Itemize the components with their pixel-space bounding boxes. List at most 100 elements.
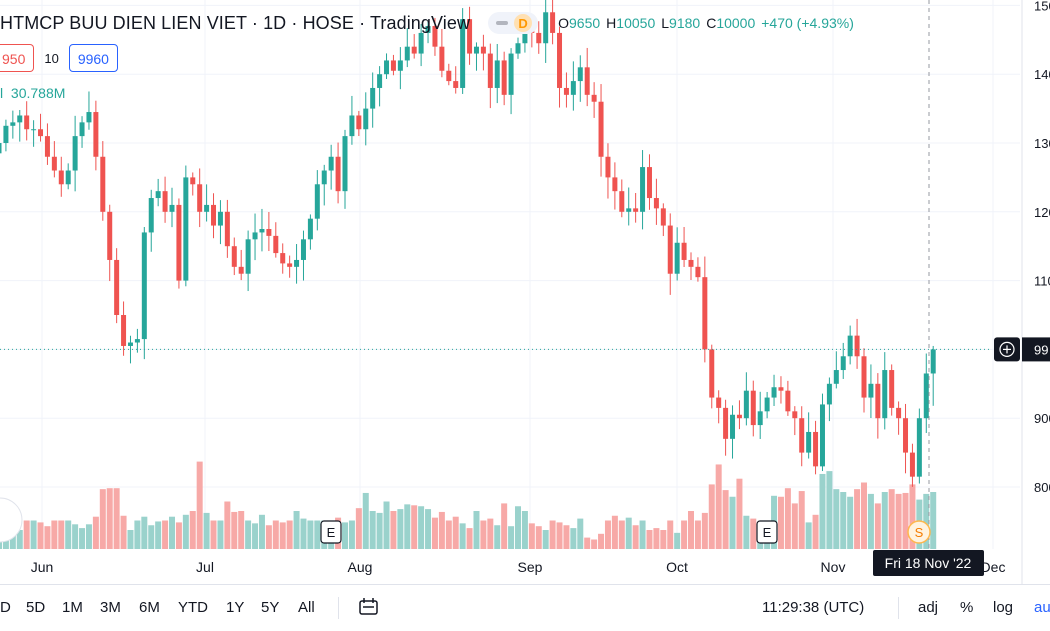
volume-bar [847,496,854,549]
utc-clock[interactable]: 11:29:38 (UTC) [762,599,865,616]
candle-body [425,26,431,33]
delay-badge[interactable]: D [488,12,539,34]
candle-body [300,239,306,260]
volume-bar [383,501,390,549]
calendar-range-icon[interactable] [358,597,380,617]
timeframe-all[interactable]: All [298,599,315,616]
volume-bar [604,520,611,549]
toolbar-divider [898,597,899,619]
buy-price-button[interactable]: 9960 [68,44,118,72]
chart-title: HTMCP BUU DIEN LIEN VIET · 1D · HOSE · T… [0,12,471,33]
timeframe-6m[interactable]: 6M [139,599,160,616]
volume-bar [854,489,861,549]
candle-body [550,12,556,33]
price-chart[interactable]: 150 140 130 120 110 900 800 99 Jun Jul Aug Sep Oct N… [0,0,1050,584]
timeframe-ytd[interactable]: YTD [178,599,208,616]
volume-bar [895,493,902,549]
month-label: Jun [31,559,54,575]
log-toggle[interactable]: log [993,599,1014,616]
volume-bar [812,514,819,549]
volume-bar [238,511,245,549]
timeframe-5y[interactable]: 5Y [261,599,280,616]
timeframe-3m[interactable]: 3M [100,599,121,616]
candle-body [10,122,16,126]
candle-body [65,170,71,185]
ohlc-value: +470 (+4.93%) [761,15,854,31]
volume-bar [425,509,432,549]
month-label: Nov [821,559,846,575]
auto-toggle[interactable]: au [1034,599,1050,616]
timeframe-1y[interactable]: 1Y [226,599,245,616]
candle-body [861,356,867,398]
candle-body [750,390,756,426]
percent-toggle[interactable]: % [960,599,974,616]
timeframe-1m[interactable]: 1M [62,599,83,616]
candle-body [176,204,182,281]
volume-bar [127,530,134,549]
ohlc-value: 9650 [569,15,601,31]
candle-body [847,335,853,357]
candle-body [799,418,805,453]
adj-toggle[interactable]: adj [918,599,939,616]
volume-bar [72,524,79,549]
candle-body [819,404,825,467]
candle-body [446,70,452,82]
candle-body [79,122,85,137]
price-tick-label: 150 [1034,0,1050,13]
volume-bar [459,523,466,549]
volume-bar [203,512,210,549]
volume-bar [750,518,757,549]
candle-body [875,383,881,419]
volume-bar [148,525,155,549]
tradingview-logo-icon [0,497,23,543]
candle-body [660,208,666,226]
volume-bar [515,506,521,549]
volume-bar [162,520,169,549]
candle-body [245,239,251,274]
volume-bar [369,511,376,549]
candle-body [287,263,293,267]
plus-circle-icon [999,341,1015,357]
sell-price-button[interactable]: 950 [0,44,35,72]
volume-bar [791,503,798,549]
candle-body [473,46,479,54]
candle-body [439,46,445,71]
volume-bar [611,515,618,549]
ohlc-item: O9650 [558,15,600,31]
candle-body [764,397,770,412]
candle-body [591,94,597,102]
volume-bar [570,528,577,549]
candle-body [404,46,410,61]
timeframe-5d[interactable]: 5D [26,599,46,616]
volume-bar [736,478,743,549]
candle-body [882,370,888,419]
volume-bar [342,522,348,549]
current-price-label: 99 [1034,342,1048,357]
candle-body [183,177,189,281]
candle-body [307,218,313,240]
volume-bar [418,506,425,549]
volume-legend: l 30.788M [0,85,65,101]
candle-body [570,81,576,95]
earnings-marker-label: E [763,525,772,540]
volume-bar [487,518,494,549]
candle-body [688,259,694,267]
ohlc-key: L [661,15,670,31]
volume-bar [431,517,438,549]
volume-bar [175,522,182,549]
volume-bar [660,530,667,549]
candle-body [356,115,362,130]
volume-bar [563,525,570,549]
volume-bar [833,489,840,549]
candle-body [557,32,563,88]
volume-bar [23,520,30,549]
volume-bar [805,522,812,549]
candle-body [743,390,749,419]
volume-bar [639,520,646,549]
volume-bar [58,520,65,549]
candle-body [646,167,652,199]
candle-body [487,53,493,88]
candle-body [806,431,812,453]
timeframe-d[interactable]: D [0,599,11,616]
candle-body [792,411,798,419]
